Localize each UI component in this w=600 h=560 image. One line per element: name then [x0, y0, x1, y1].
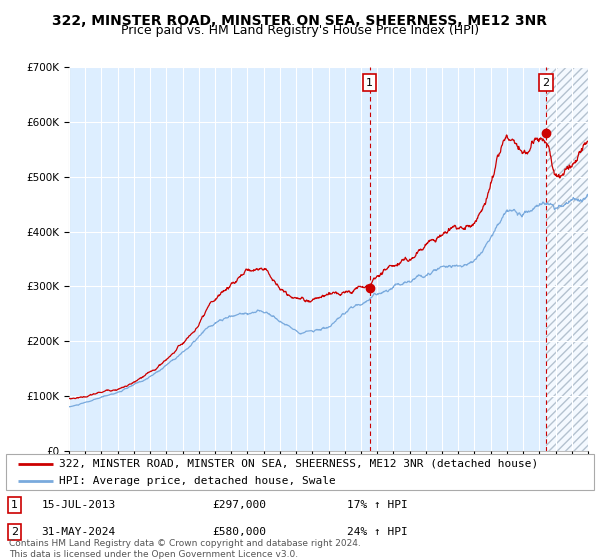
Text: 1: 1 — [366, 77, 373, 87]
Text: 15-JUL-2013: 15-JUL-2013 — [41, 500, 116, 510]
Text: £580,000: £580,000 — [212, 527, 266, 537]
Text: 1: 1 — [11, 500, 19, 510]
Text: HPI: Average price, detached house, Swale: HPI: Average price, detached house, Swal… — [59, 476, 335, 486]
Text: 24% ↑ HPI: 24% ↑ HPI — [347, 527, 408, 537]
Text: 2: 2 — [11, 527, 19, 537]
Text: Contains HM Land Registry data © Crown copyright and database right 2024.
This d: Contains HM Land Registry data © Crown c… — [9, 539, 361, 559]
Text: 322, MINSTER ROAD, MINSTER ON SEA, SHEERNESS, ME12 3NR: 322, MINSTER ROAD, MINSTER ON SEA, SHEER… — [53, 14, 548, 28]
Text: Price paid vs. HM Land Registry's House Price Index (HPI): Price paid vs. HM Land Registry's House … — [121, 24, 479, 37]
Text: 31-MAY-2024: 31-MAY-2024 — [41, 527, 116, 537]
Text: £297,000: £297,000 — [212, 500, 266, 510]
Text: 17% ↑ HPI: 17% ↑ HPI — [347, 500, 408, 510]
Text: 2: 2 — [542, 77, 550, 87]
Bar — [546, 67, 588, 451]
Text: 322, MINSTER ROAD, MINSTER ON SEA, SHEERNESS, ME12 3NR (detached house): 322, MINSTER ROAD, MINSTER ON SEA, SHEER… — [59, 459, 538, 469]
FancyBboxPatch shape — [6, 454, 594, 490]
